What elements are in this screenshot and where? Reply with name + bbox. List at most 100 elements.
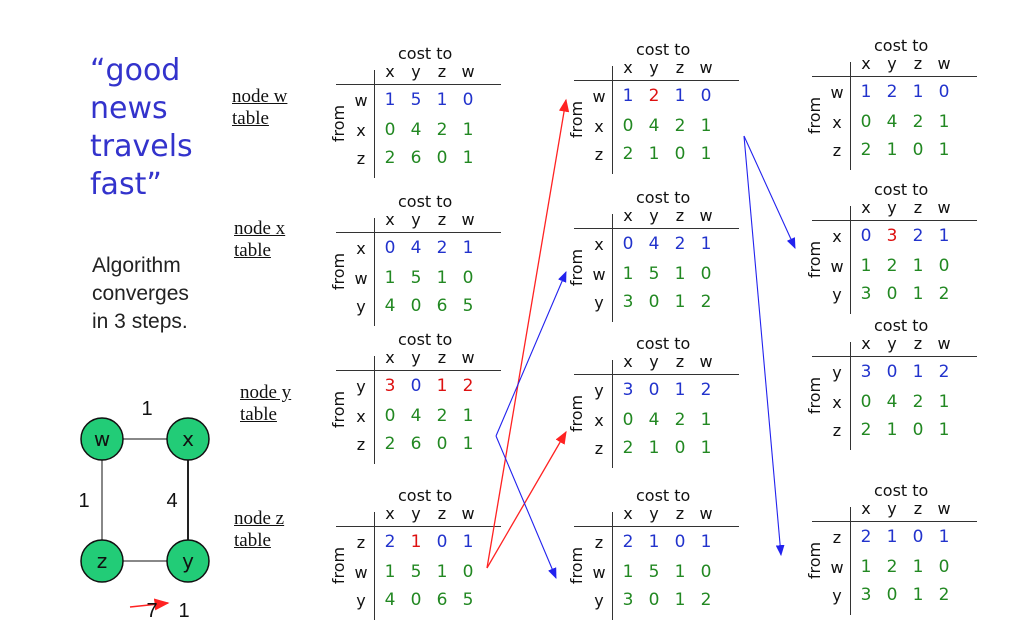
column-header-cell: y xyxy=(649,206,659,225)
row-divider xyxy=(612,360,613,468)
row-label: z xyxy=(356,533,366,552)
convergence-note: Algorithm converges in 3 steps. xyxy=(92,252,189,336)
cost-cell: 5 xyxy=(410,268,422,288)
node-y-name: y xyxy=(182,549,194,573)
header-divider xyxy=(336,232,501,233)
cost-cell: 2 xyxy=(622,438,634,458)
cost-cell: 2 xyxy=(674,234,686,254)
cost-cell: 1 xyxy=(436,562,448,582)
cost-cell: 0 xyxy=(938,557,950,577)
new-cost: 1 xyxy=(178,600,189,622)
header-divider xyxy=(336,84,501,85)
column-header-cell: x xyxy=(623,504,633,523)
cost-cell: 0 xyxy=(648,590,660,610)
cost-to-label: cost to xyxy=(398,330,453,349)
node-y-label-line2: table xyxy=(240,404,277,425)
row-label: x xyxy=(594,411,604,430)
table-t1z: cost to x y z w from z 2 1 0 1 w 1 5 1 0 y 3 0 1 2 xyxy=(567,486,744,620)
header-divider xyxy=(812,76,977,77)
row-label: x xyxy=(832,113,842,132)
row-label: x xyxy=(832,393,842,412)
row-label: y xyxy=(832,285,842,304)
column-header-cell: x xyxy=(623,58,633,77)
old-cost: 7 xyxy=(146,600,157,622)
edge-w-z-cost: 1 xyxy=(78,490,89,512)
converge-line-3: in 3 steps. xyxy=(92,310,188,333)
arrow-y-to-x xyxy=(495,270,567,437)
arrow-y-to-z xyxy=(495,435,557,580)
node-x-label: node x table xyxy=(234,218,285,262)
row-label: w xyxy=(354,563,368,582)
cost-cell: 2 xyxy=(700,292,712,312)
cost-cell: 2 xyxy=(912,392,924,412)
cost-cell: 0 xyxy=(462,268,474,288)
row-label: w xyxy=(830,558,844,577)
header-divider xyxy=(574,80,739,81)
row-label: z xyxy=(594,145,604,164)
row-label: w xyxy=(592,563,606,582)
cost-cell: 6 xyxy=(436,296,448,316)
good-news-slogan: “good news travels fast” xyxy=(90,52,193,204)
cost-cell: 2 xyxy=(860,420,872,440)
cost-to-label: cost to xyxy=(874,316,929,335)
column-header-cell: z xyxy=(913,54,923,73)
row-divider xyxy=(850,206,851,314)
cost-cell: 4 xyxy=(648,116,660,136)
cost-cell: 5 xyxy=(648,264,660,284)
cost-cell: 1 xyxy=(622,562,634,582)
column-header-cell: y xyxy=(887,334,897,353)
table-t0x: cost to x y z w from x 0 4 2 1 w 1 5 1 0 y 4 0 6 5 xyxy=(329,192,506,326)
node-w xyxy=(80,417,124,461)
column-header-cell: w xyxy=(699,206,713,225)
cost-cell: 3 xyxy=(860,585,872,605)
column-header-cell: y xyxy=(887,198,897,217)
arrow-z-to-y xyxy=(486,430,567,569)
header-divider xyxy=(574,228,739,229)
cost-cell: 0 xyxy=(912,420,924,440)
node-x-label-line1: node x xyxy=(234,218,286,239)
cost-cell: 1 xyxy=(462,406,474,426)
cost-cell: 0 xyxy=(462,562,474,582)
cost-cell: 0 xyxy=(938,256,950,276)
cost-cell: 1 xyxy=(384,268,396,288)
cost-cell: 0 xyxy=(410,590,422,610)
cost-cell: 4 xyxy=(648,234,660,254)
cost-cell: 1 xyxy=(384,562,396,582)
cost-cell: 1 xyxy=(410,532,422,552)
column-header-cell: y xyxy=(649,58,659,77)
cost-cell: 0 xyxy=(384,120,396,140)
cost-cell: 3 xyxy=(622,590,634,610)
row-label: y xyxy=(356,377,366,396)
cost-cell: 3 xyxy=(622,292,634,312)
cost-cell: 3 xyxy=(622,380,634,400)
cost-cell: 1 xyxy=(912,256,924,276)
node-y-label-line1: node y xyxy=(240,382,292,403)
column-header-cell: z xyxy=(913,499,923,518)
cost-cell: 0 xyxy=(912,527,924,547)
cost-cell: 1 xyxy=(938,112,950,132)
cost-cell: 2 xyxy=(462,376,474,396)
header-divider xyxy=(812,356,977,357)
cost-cell: 0 xyxy=(648,380,660,400)
header-divider xyxy=(812,521,977,522)
row-label: x xyxy=(832,227,842,246)
row-divider xyxy=(374,218,375,326)
cost-cell: 1 xyxy=(860,256,872,276)
row-label: y xyxy=(832,363,842,382)
row-label: y xyxy=(594,381,604,400)
row-label: z xyxy=(832,528,842,547)
cost-cell: 1 xyxy=(860,82,872,102)
cost-cell: 3 xyxy=(860,284,872,304)
slogan-line-3: travels xyxy=(90,129,193,164)
cost-cell: 1 xyxy=(700,116,712,136)
network-graph: w x z y 1 1 4 7 1 xyxy=(78,398,210,622)
cost-cell: 0 xyxy=(384,238,396,258)
row-label: x xyxy=(594,117,604,136)
cost-cell: 0 xyxy=(410,296,422,316)
node-z-label: node z table xyxy=(234,508,284,552)
column-header-cell: x xyxy=(385,348,395,367)
node-z-label-line1: node z xyxy=(234,508,285,529)
cost-to-label: cost to xyxy=(636,334,691,353)
cost-cell: 0 xyxy=(384,406,396,426)
